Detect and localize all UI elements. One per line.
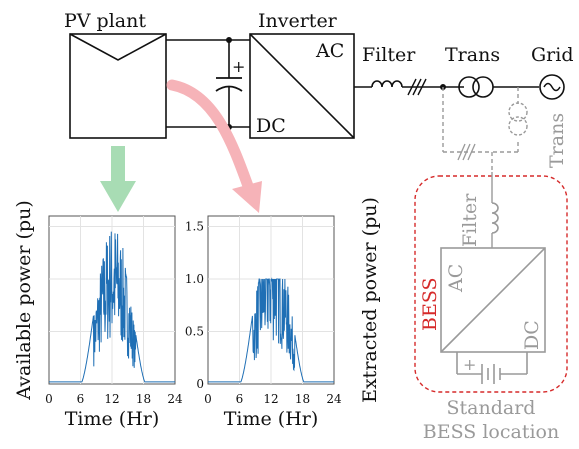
- x-tick-label: 0: [45, 392, 53, 406]
- extracted-power-arrow: [166, 79, 262, 213]
- bess-filter-label: Filter: [459, 193, 481, 247]
- three-phase-marks: [407, 78, 427, 96]
- battery-plus: +: [463, 355, 476, 374]
- y-tick-label: 0: [196, 377, 204, 391]
- x-tick-label: 18: [295, 392, 310, 406]
- chart2-ylabel: Extracted power (pu): [359, 197, 381, 403]
- bess-transformer: [508, 102, 528, 136]
- chart1-ylabel: Available power (pu): [13, 200, 35, 400]
- available-power-chart: 0 6 12 18 24 Time (Hr) Available power (pu): [13, 200, 183, 430]
- trans-label: Trans: [445, 44, 500, 66]
- bess-ac-label: AC: [445, 264, 467, 293]
- bess-trans-label: Trans: [546, 113, 568, 168]
- inverter-box: [249, 33, 355, 139]
- capacitor-plus: +: [232, 57, 245, 76]
- grid-label: Grid: [531, 44, 574, 66]
- x-tick-label: 0: [204, 392, 212, 406]
- y-tick-label: 1.5: [185, 220, 204, 234]
- pv-plant-box: [69, 33, 167, 139]
- x-tick-label: 6: [236, 392, 244, 406]
- filter-inductor: [371, 80, 403, 88]
- extracted-power-chart: 0 6 12 18 24 0 0.5 1.0 1.5 Time (Hr) Extracted …: [185, 197, 381, 430]
- chart2-grid: [208, 216, 334, 384]
- pv-panel-symbol: [69, 33, 167, 61]
- bess-converter-diagonal: [440, 247, 546, 353]
- bess-three-phase-marks: [457, 143, 476, 161]
- filter-label: Filter: [362, 44, 416, 66]
- battery-icon: [456, 352, 528, 384]
- inverter-label: Inverter: [258, 10, 338, 32]
- main-transformer: [458, 76, 494, 98]
- inverter-dc-label: DC: [256, 115, 286, 137]
- bess-filter-inductor: [491, 202, 499, 234]
- x-tick-label: 18: [136, 392, 151, 406]
- chart1-series-line: [49, 231, 175, 383]
- chart2-xlabel: Time (Hr): [224, 408, 319, 430]
- x-tick-label: 6: [77, 392, 85, 406]
- x-tick-label: 24: [167, 392, 183, 406]
- bess-label: BESS: [419, 277, 441, 331]
- chart1-x-ticks: 0 6 12 18 24: [45, 392, 183, 406]
- x-tick-label: 12: [263, 392, 278, 406]
- bess-dc-label: DC: [521, 320, 543, 350]
- grid-source-icon: [539, 74, 565, 100]
- bess-converter-box: [440, 247, 546, 353]
- inverter-diagonal: [249, 33, 355, 139]
- y-tick-label: 1.0: [185, 272, 204, 286]
- chart2-x-ticks: 0 6 12 18 24: [204, 392, 342, 406]
- bess-connection-path: [442, 87, 519, 172]
- dc-link-capacitor: +: [215, 40, 245, 127]
- pv-plant-label: PV plant: [64, 10, 146, 32]
- chart2-y-ticks: 0 0.5 1.0 1.5: [185, 220, 204, 392]
- bess-location-label: BESS location: [423, 421, 559, 443]
- x-tick-label: 12: [104, 392, 119, 406]
- inverter-ac-label: AC: [315, 40, 344, 62]
- x-tick-label: 24: [326, 392, 342, 406]
- bess-region-outline: [414, 175, 568, 393]
- chart1-xlabel: Time (Hr): [65, 408, 160, 430]
- standard-label: Standard: [447, 397, 536, 419]
- y-tick-label: 0.5: [185, 325, 204, 339]
- available-power-arrow: [100, 146, 136, 212]
- chart2-series-line: [208, 277, 334, 383]
